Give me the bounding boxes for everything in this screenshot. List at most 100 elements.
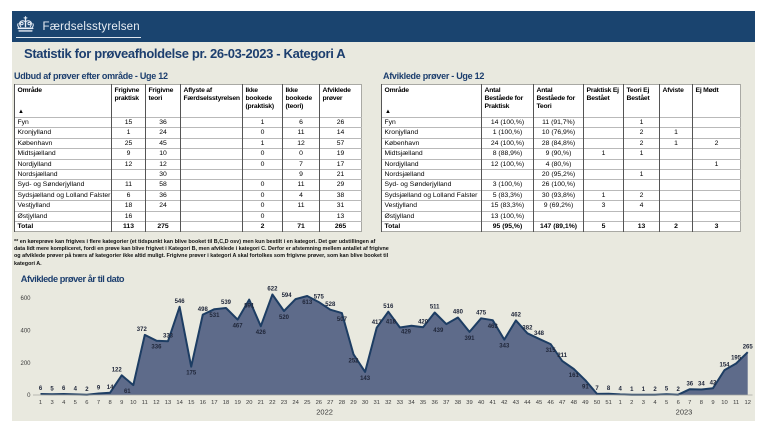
- svg-text:61: 61: [124, 389, 131, 395]
- svg-text:418: 418: [386, 320, 397, 326]
- svg-text:9: 9: [120, 400, 123, 406]
- svg-text:35: 35: [420, 400, 426, 406]
- svg-text:539: 539: [221, 300, 232, 306]
- svg-text:417: 417: [372, 320, 383, 326]
- svg-text:19: 19: [234, 400, 240, 406]
- svg-text:511: 511: [430, 305, 440, 311]
- svg-text:2: 2: [85, 387, 89, 393]
- svg-text:1: 1: [619, 400, 622, 406]
- svg-text:1: 1: [630, 387, 634, 393]
- svg-text:265: 265: [743, 344, 754, 350]
- svg-text:9: 9: [711, 400, 714, 406]
- svg-text:1: 1: [39, 400, 42, 406]
- svg-text:18: 18: [223, 400, 229, 406]
- svg-text:11: 11: [142, 400, 148, 406]
- svg-text:467: 467: [233, 324, 244, 330]
- svg-text:5: 5: [665, 386, 669, 392]
- svg-text:528: 528: [325, 302, 336, 308]
- svg-text:6: 6: [39, 386, 43, 392]
- svg-text:400: 400: [20, 329, 31, 335]
- svg-text:372: 372: [137, 327, 148, 333]
- svg-text:12: 12: [744, 400, 750, 406]
- svg-text:600: 600: [20, 296, 31, 302]
- svg-text:42: 42: [710, 380, 717, 386]
- svg-text:91: 91: [582, 384, 589, 390]
- svg-text:12: 12: [153, 400, 159, 406]
- svg-text:31: 31: [373, 400, 379, 406]
- svg-text:480: 480: [453, 310, 464, 316]
- svg-text:41: 41: [489, 400, 495, 406]
- svg-text:7: 7: [97, 400, 100, 406]
- svg-text:45: 45: [536, 400, 542, 406]
- svg-text:195: 195: [731, 356, 742, 362]
- svg-text:46: 46: [547, 400, 553, 406]
- svg-text:252: 252: [348, 358, 359, 364]
- svg-text:6: 6: [85, 400, 88, 406]
- svg-text:33: 33: [397, 400, 403, 406]
- svg-text:2: 2: [677, 387, 681, 393]
- svg-text:462: 462: [511, 313, 522, 319]
- svg-text:28: 28: [339, 400, 345, 406]
- svg-text:463: 463: [488, 324, 499, 330]
- svg-text:40: 40: [478, 400, 484, 406]
- svg-text:2: 2: [653, 387, 657, 393]
- svg-text:211: 211: [557, 353, 567, 359]
- svg-text:43: 43: [513, 400, 519, 406]
- svg-text:2022: 2022: [316, 408, 333, 417]
- svg-text:14: 14: [107, 385, 114, 391]
- svg-text:30: 30: [362, 400, 368, 406]
- svg-text:200: 200: [20, 361, 31, 367]
- svg-text:4: 4: [619, 387, 623, 393]
- svg-text:24: 24: [292, 400, 299, 406]
- svg-text:7: 7: [688, 400, 691, 406]
- svg-text:10: 10: [130, 400, 136, 406]
- svg-text:426: 426: [256, 330, 267, 336]
- svg-text:23: 23: [281, 400, 287, 406]
- svg-text:520: 520: [279, 315, 290, 321]
- svg-text:622: 622: [267, 287, 278, 293]
- svg-text:382: 382: [522, 326, 533, 332]
- svg-text:575: 575: [314, 294, 325, 300]
- svg-text:26: 26: [316, 400, 322, 406]
- svg-text:4: 4: [653, 400, 657, 406]
- svg-text:2023: 2023: [676, 408, 693, 417]
- svg-text:594: 594: [282, 293, 293, 299]
- svg-text:0: 0: [27, 393, 31, 399]
- svg-text:5: 5: [74, 400, 77, 406]
- svg-text:34: 34: [408, 400, 415, 406]
- svg-text:38: 38: [455, 400, 461, 406]
- svg-text:516: 516: [383, 304, 394, 310]
- svg-text:49: 49: [582, 400, 588, 406]
- svg-text:175: 175: [186, 371, 197, 377]
- svg-text:143: 143: [360, 376, 371, 382]
- svg-text:15: 15: [188, 400, 194, 406]
- svg-text:475: 475: [476, 311, 487, 317]
- svg-text:34: 34: [698, 382, 705, 388]
- svg-text:4: 4: [74, 387, 78, 393]
- svg-text:48: 48: [571, 400, 577, 406]
- svg-text:20: 20: [246, 400, 252, 406]
- svg-text:9: 9: [97, 386, 101, 392]
- svg-text:8: 8: [700, 400, 703, 406]
- svg-text:420: 420: [418, 319, 429, 325]
- svg-text:6: 6: [62, 386, 66, 392]
- svg-text:39: 39: [466, 400, 472, 406]
- svg-text:13: 13: [165, 400, 171, 406]
- svg-text:5: 5: [665, 400, 668, 406]
- svg-text:591: 591: [244, 304, 255, 310]
- svg-text:343: 343: [499, 344, 510, 350]
- svg-text:36: 36: [431, 400, 437, 406]
- svg-text:44: 44: [524, 400, 531, 406]
- svg-text:47: 47: [559, 400, 565, 406]
- svg-text:1: 1: [642, 387, 646, 393]
- svg-text:8: 8: [607, 386, 611, 392]
- svg-text:429: 429: [401, 330, 412, 336]
- svg-text:333: 333: [163, 333, 174, 339]
- svg-text:11: 11: [733, 400, 739, 406]
- svg-text:37: 37: [443, 400, 449, 406]
- svg-text:14: 14: [176, 400, 183, 406]
- svg-text:16: 16: [200, 400, 206, 406]
- svg-text:2: 2: [630, 400, 633, 406]
- svg-text:7: 7: [595, 386, 599, 392]
- svg-text:161: 161: [569, 373, 580, 379]
